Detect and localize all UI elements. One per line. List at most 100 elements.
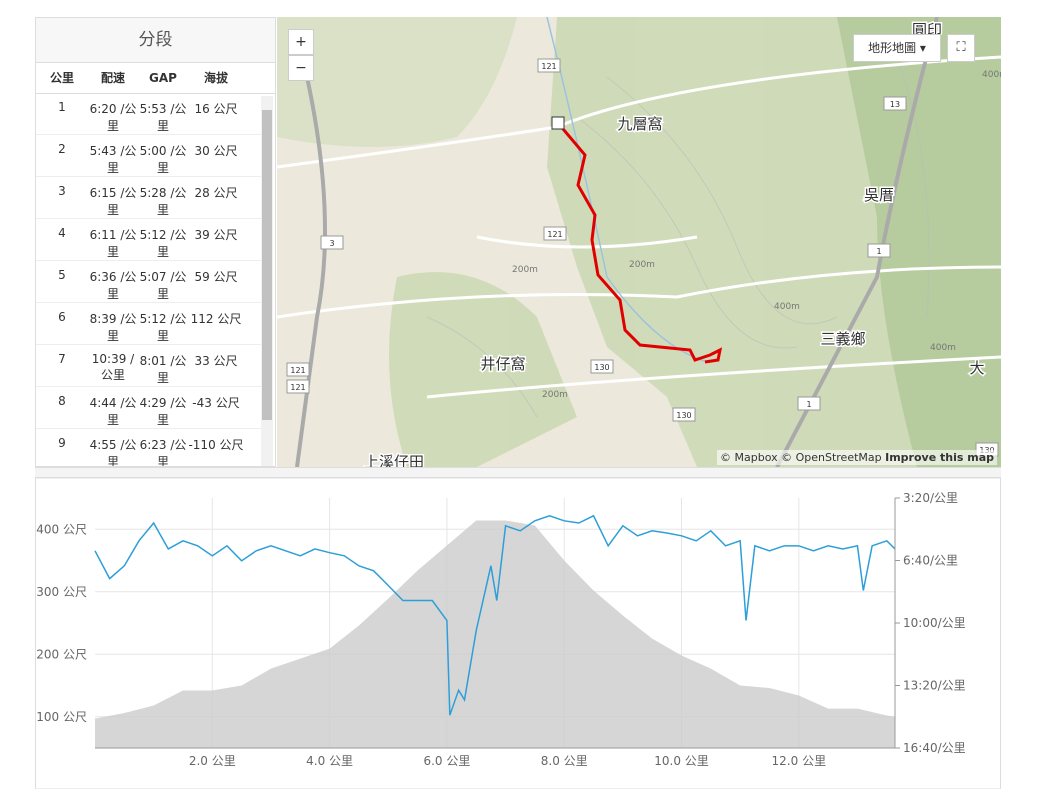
attribution-text: © Mapbox © OpenStreetMap: [720, 451, 882, 464]
split-row: 5 6:36 /公里 5:07 /公里 59 公尺: [36, 261, 261, 303]
split-cell: 16 公尺: [194, 102, 238, 116]
chart-frame: [35, 478, 1001, 789]
split-cell: -110 公尺: [188, 438, 244, 452]
resize-handle[interactable]: [35, 467, 1001, 478]
road-number: 13: [890, 100, 900, 109]
road-shield: [286, 379, 310, 394]
contour-label: 200m: [629, 260, 655, 270]
map-canvas: 九層窩吳厝三義鄉井仔窩上溪仔田大圓印1211312131130121121130…: [277, 17, 1001, 467]
split-cell: 59 公尺: [194, 270, 238, 284]
split-cell: 30 公尺: [194, 144, 238, 158]
split-cell: 6:15 /公里: [89, 186, 137, 217]
split-cell: 7: [58, 352, 66, 366]
contour-label: 400m: [982, 70, 1001, 80]
road-number: 3: [329, 239, 334, 248]
split-cell: 6:23 /公里: [139, 438, 187, 467]
y2-tick-label: 10:00/公里: [903, 616, 966, 630]
x-tick-label: 10.0 公里: [654, 754, 709, 768]
x-tick-label: 12.0 公里: [772, 754, 827, 768]
x-tick-label: 2.0 公里: [189, 754, 236, 768]
route: [556, 122, 723, 364]
contour-label: 400m: [774, 302, 800, 312]
start-marker: [551, 116, 565, 130]
road-shield: [543, 226, 567, 241]
road-number: 121: [290, 366, 305, 375]
elevation-chart: 100 公尺 200 公尺 300 公尺 400 公尺 2.0 公里 4.0 公里 6.0 …: [35, 478, 1001, 789]
pace-line: [94, 514, 896, 716]
improve-link[interactable]: Improve this map: [885, 451, 994, 464]
split-cell: 39 公尺: [194, 228, 238, 242]
layer-label: 地形地圖: [868, 41, 917, 55]
split-row: 7 10:39 /公里 8:01 /公里 33 公尺: [36, 345, 261, 387]
place-label: 井仔窩: [480, 355, 525, 373]
y2-tick-label: 13:20/公里: [903, 679, 966, 693]
split-cell: 5: [58, 268, 66, 282]
split-cell: 1: [58, 100, 66, 114]
split-cell: 2: [58, 142, 66, 156]
road-shield: [286, 362, 310, 377]
split-cell: 6: [58, 310, 66, 324]
split-cell: 8: [58, 394, 66, 408]
y-tick-label: 200 公尺: [36, 647, 87, 661]
y2-tick-label: 16:40/公里: [903, 741, 966, 755]
place-label: 九層窩: [617, 115, 662, 133]
split-cell: 8:39 /公里: [89, 312, 137, 343]
roads: [277, 55, 1001, 399]
column-header: 配速: [100, 71, 125, 85]
place-label: 上溪仔田: [364, 453, 424, 467]
splits-panel: 分段 公里 配速 GAP 海拔 1 6:20 /公里 5:53 /公里 16 公尺 2 5…: [35, 17, 276, 467]
road-number: 121: [541, 62, 556, 71]
split-cell: 10:39 /公里: [91, 352, 135, 382]
river: [546, 17, 708, 363]
road-number: 1: [806, 400, 811, 409]
y-tick-label: 400 公尺: [36, 522, 87, 536]
split-cell: 8:01 /公里: [139, 354, 187, 385]
column-header: GAP: [149, 71, 177, 85]
zoom-in[interactable]: +: [288, 29, 314, 55]
y-tick-label: 300 公尺: [36, 585, 87, 599]
split-cell: 4:44 /公里: [89, 396, 137, 427]
split-row: 9 4:55 /公里 6:23 /公里 -110 公尺: [36, 429, 261, 467]
scroll-thumb[interactable]: [262, 110, 272, 420]
split-cell: 6:20 /公里: [89, 102, 137, 133]
place-label: 吳厝: [864, 186, 894, 204]
layer-button[interactable]: 地形地圖 ▾: [853, 34, 941, 62]
x-tick-label: 8.0 公里: [541, 754, 588, 768]
road-shield: [867, 243, 891, 258]
split-cell: 5:28 /公里: [139, 186, 187, 217]
road-number: 1: [876, 247, 881, 256]
y2-tick-label: 6:40/公里: [903, 554, 958, 568]
map[interactable]: 九層窩 吳厝 三義鄉 井仔窩 上溪仔田大圓印 121 13 121 3 1 130 121 121 130…: [277, 17, 1001, 467]
x-tick-label: 4.0 公里: [306, 754, 353, 768]
split-cell: 6:11 /公里: [89, 228, 137, 259]
zoom-out[interactable]: −: [288, 55, 314, 81]
scrollbar[interactable]: [261, 96, 273, 466]
split-cell: 6:36 /公里: [89, 270, 137, 301]
column-header: 海拔: [203, 71, 228, 85]
road-shield: [672, 407, 696, 422]
split-row: 8 4:44 /公里 4:29 /公里 -43 公尺: [36, 387, 261, 429]
split-cell: 5:12 /公里: [139, 228, 187, 259]
road-number: 130: [676, 411, 691, 420]
splits-title: 分段: [36, 18, 275, 63]
contour-label: 200m: [512, 265, 538, 275]
attribution: © Mapbox © OpenStreetMap Improve this ma…: [717, 450, 997, 465]
split-row: 2 5:43 /公里 5:00 /公里 30 公尺: [36, 135, 261, 177]
splits-header: 公里 配速 GAP 海拔: [36, 63, 275, 94]
split-cell: 5:43 /公里: [89, 144, 137, 175]
road-number: 121: [290, 383, 305, 392]
column-header: 公里: [49, 71, 74, 85]
split-cell: 4:29 /公里: [139, 396, 187, 427]
split-cell: 3: [58, 184, 66, 198]
split-cell: 5:12 /公里: [139, 312, 187, 343]
split-cell: 5:00 /公里: [139, 144, 187, 175]
y2-tick-label: 3:20/公里: [903, 491, 958, 505]
split-cell: 5:07 /公里: [139, 270, 187, 301]
fullscreen-button[interactable]: ⛶: [947, 34, 975, 62]
x-tick-label: 6.0 公里: [423, 754, 470, 768]
place-label: 大: [969, 359, 984, 377]
road-shield: [883, 96, 907, 111]
split-cell: 9: [58, 436, 66, 450]
contour-label: 200m: [542, 390, 568, 400]
contours: [426, 56, 930, 418]
